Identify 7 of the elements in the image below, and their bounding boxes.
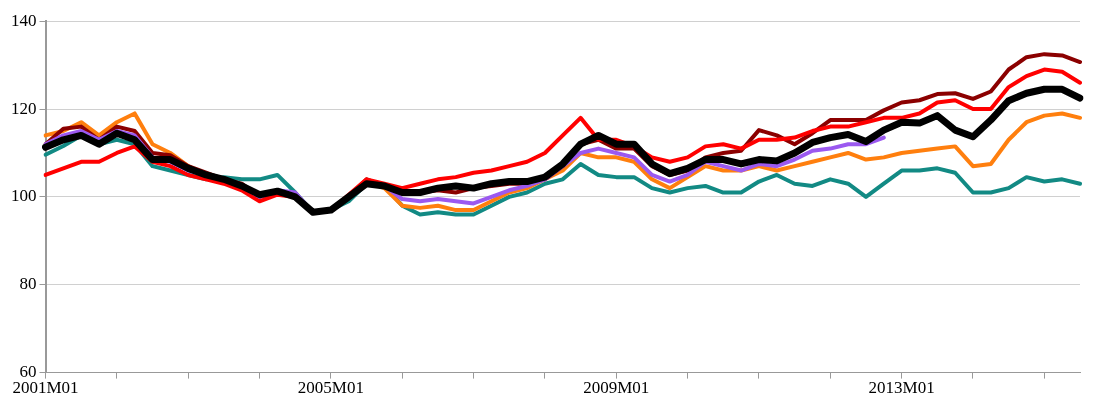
x-tick-label: 2005M01	[297, 378, 364, 398]
y-tick-label: 100	[11, 186, 37, 206]
y-tick-label: 140	[11, 10, 37, 30]
x-tick-label: 2009M01	[583, 378, 650, 398]
x-tick-label: 2013M01	[868, 378, 935, 398]
y-tick-label: 80	[19, 274, 37, 294]
y-tick-label: 120	[11, 98, 37, 118]
